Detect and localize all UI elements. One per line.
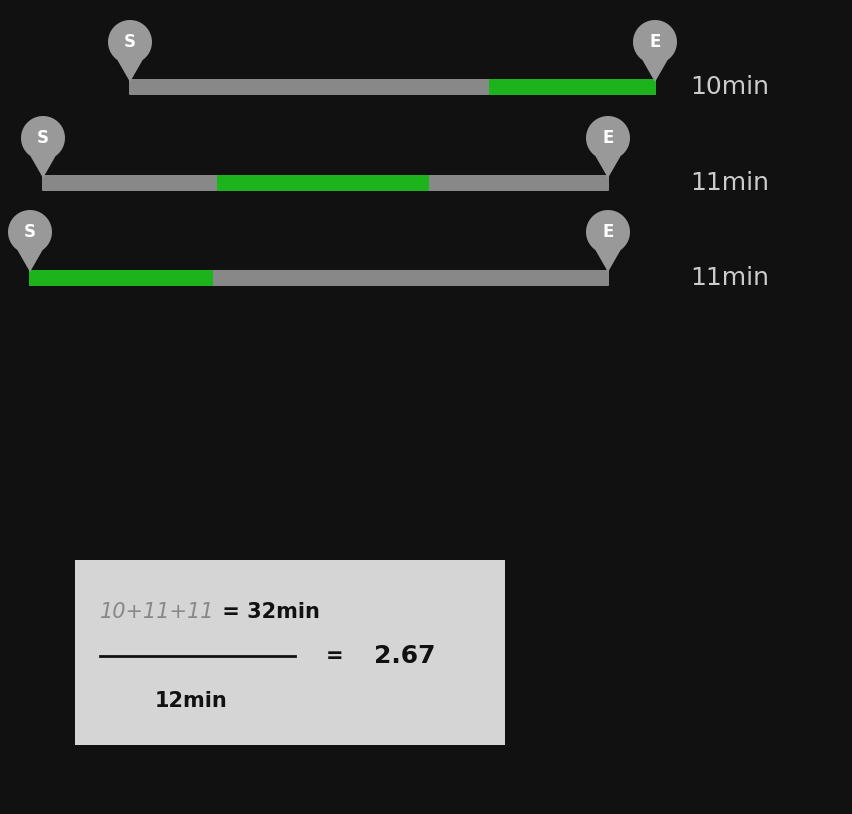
Text: 12min: 12min [155,690,227,711]
FancyBboxPatch shape [29,270,213,286]
PathPatch shape [8,210,52,272]
Text: S: S [37,129,49,147]
Text: S: S [24,223,36,241]
Text: = 32min: = 32min [215,602,320,622]
FancyBboxPatch shape [42,175,609,191]
Text: 10+11+11: 10+11+11 [100,602,215,622]
Text: S: S [124,33,136,51]
Text: 11min: 11min [690,171,769,195]
Text: =: = [326,646,344,666]
PathPatch shape [108,20,152,82]
PathPatch shape [633,20,677,82]
FancyBboxPatch shape [489,79,656,95]
FancyBboxPatch shape [29,270,609,286]
FancyBboxPatch shape [129,79,656,95]
Text: 11min: 11min [690,266,769,290]
Text: E: E [602,129,613,147]
Text: 2.67: 2.67 [374,644,435,668]
FancyBboxPatch shape [217,175,429,191]
Text: 10min: 10min [690,75,769,99]
PathPatch shape [586,210,630,272]
Text: E: E [602,223,613,241]
PathPatch shape [21,116,65,178]
PathPatch shape [586,116,630,178]
Text: E: E [649,33,660,51]
FancyBboxPatch shape [75,560,505,745]
